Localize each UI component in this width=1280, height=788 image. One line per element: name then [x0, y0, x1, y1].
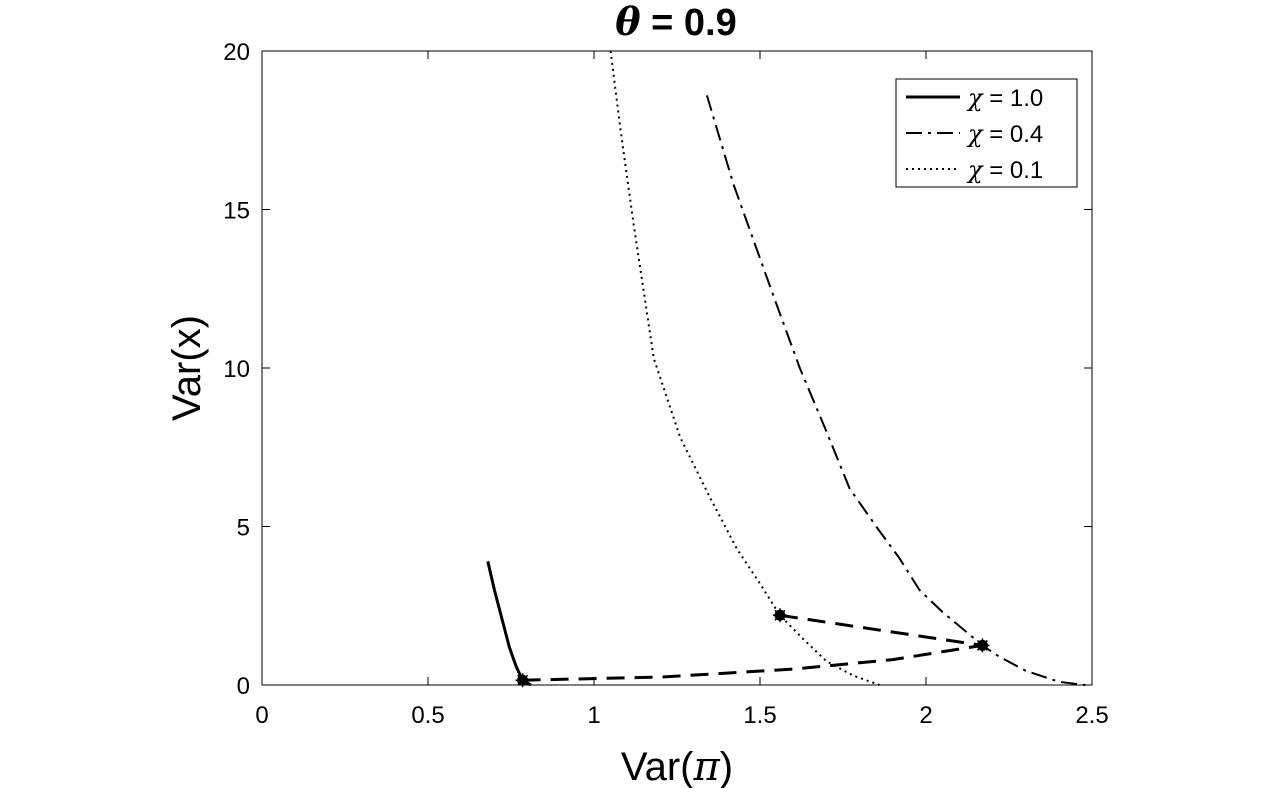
x-tick-label: 2	[919, 702, 932, 729]
series-line-3	[609, 50, 880, 686]
y-tick-label: 0	[237, 673, 250, 700]
star-marker-1	[515, 673, 530, 688]
legend-symbol: χ	[966, 120, 984, 148]
axis-ticks: 0 0.5 1 1.5 2 2.5 0 5 10 15 20	[223, 39, 1108, 729]
legend-label-1: χ = 1.0	[966, 84, 1043, 112]
title-symbol: θ	[615, 0, 641, 44]
x-tick-label: 1	[587, 702, 600, 729]
x-tick-label: 0	[255, 702, 268, 729]
y-axis-label: Var(x)	[165, 315, 209, 421]
x-axis-label-suffix: )	[720, 745, 733, 788]
chart-title: θ = 0.9	[615, 0, 737, 44]
connector-segment-1	[779, 613, 983, 647]
legend-label-2: χ = 0.4	[966, 120, 1043, 148]
legend: χ = 1.0χ = 0.4χ = 0.1	[895, 78, 1078, 188]
y-tick-label: 15	[223, 198, 250, 225]
title-value: = 0.9	[641, 2, 737, 44]
legend-symbol: χ	[966, 156, 984, 184]
y-tick-label: 10	[223, 356, 250, 383]
x-tick-label: 2.5	[1075, 702, 1108, 729]
legend-entry-1: χ = 1.0	[906, 84, 1043, 112]
x-axis-label-symbol: π	[692, 744, 720, 788]
y-tick-label: 20	[223, 39, 250, 66]
x-tick-label: 1.5	[743, 702, 776, 729]
x-tick-label: 0.5	[411, 702, 444, 729]
connector-segment-2	[522, 643, 983, 682]
series-line-2	[705, 95, 1086, 686]
legend-value: = 1.0	[983, 85, 1044, 112]
x-axis-label-prefix: Var(	[621, 745, 694, 788]
star-marker-2	[772, 608, 787, 623]
legend-entry-2: χ = 0.4	[906, 120, 1043, 148]
x-axis-label: Var(π)	[621, 744, 733, 788]
legend-value: = 0.4	[983, 121, 1044, 148]
legend-symbol: χ	[966, 84, 984, 112]
legend-entry-3: χ = 0.1	[906, 156, 1043, 184]
series-line-1	[486, 561, 532, 687]
legend-entries: χ = 1.0χ = 0.4χ = 0.1	[906, 84, 1043, 184]
legend-value: = 0.1	[983, 157, 1044, 184]
y-tick-label: 5	[237, 515, 250, 542]
connector-layer	[515, 608, 990, 688]
star-marker-3	[975, 638, 990, 653]
legend-label-3: χ = 0.1	[966, 156, 1043, 184]
